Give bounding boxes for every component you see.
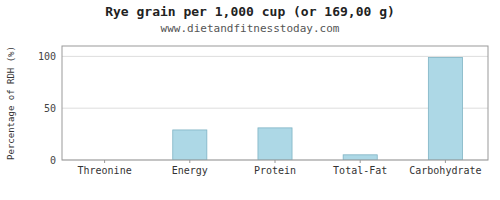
x-tick (360, 160, 361, 163)
x-tick-label: Carbohydrate (409, 165, 481, 176)
x-tick (104, 160, 105, 163)
plot-frame (62, 46, 488, 160)
grid (62, 56, 488, 160)
chart-svg: Rye grain per 1,000 cup (or 169,00 g) www… (0, 0, 500, 200)
subtitle: www.dietandfitnesstoday.com (161, 22, 340, 35)
bar (258, 128, 292, 160)
y-tick-label: 50 (44, 103, 56, 114)
bar (173, 130, 207, 160)
x-tick (275, 160, 276, 163)
x-tick-label: Protein (254, 165, 296, 176)
x-tick (189, 160, 190, 163)
bars (173, 57, 463, 160)
grid-line (62, 56, 488, 57)
bar (343, 155, 377, 160)
y-tick-label: 0 (50, 155, 56, 166)
chart-container: Rye grain per 1,000 cup (or 169,00 g) www… (0, 0, 500, 200)
x-tick-label: Total-Fat (333, 165, 387, 176)
y-axis-label: Percentage of RDH (%) (6, 46, 16, 160)
x-tick (445, 160, 446, 163)
y-tick-label: 100 (38, 51, 56, 62)
bar (428, 57, 462, 160)
grid-line (62, 108, 488, 109)
title: Rye grain per 1,000 cup (or 169,00 g) (105, 4, 395, 19)
x-tick-label: Energy (172, 165, 208, 176)
x-tick-label: Threonine (78, 165, 132, 176)
